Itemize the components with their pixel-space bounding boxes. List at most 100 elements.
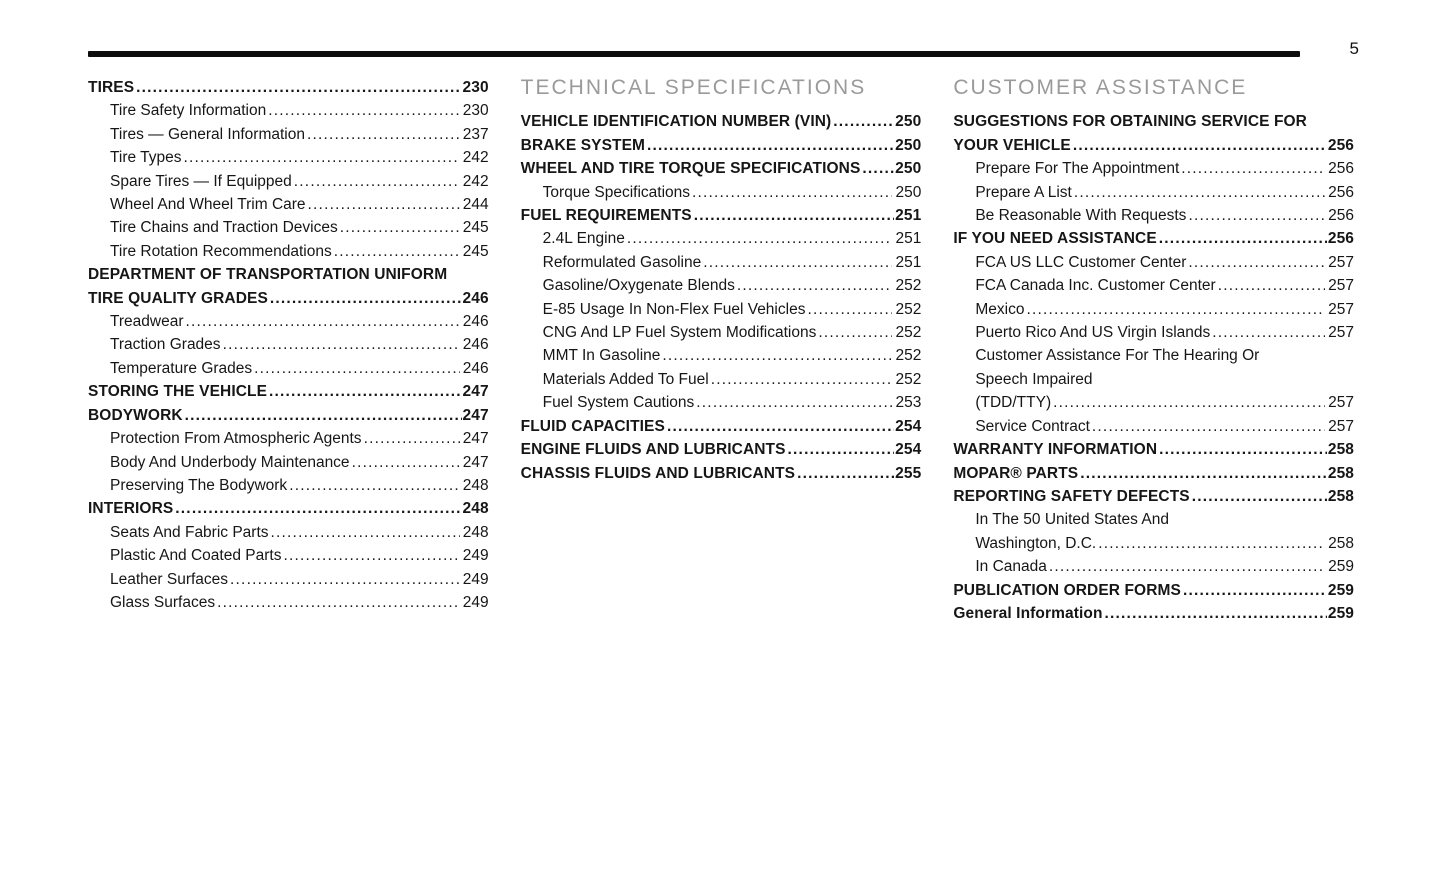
dot-leader bbox=[283, 544, 459, 567]
dot-leader bbox=[1159, 438, 1327, 461]
toc-entry: Tires — General Information 237 bbox=[88, 123, 489, 146]
toc-entry-label: Prepare A List bbox=[975, 183, 1072, 201]
toc-entry-page: 257 bbox=[1328, 394, 1355, 412]
toc-entry-line: INTERIORS 248 bbox=[88, 497, 489, 520]
dot-leader bbox=[217, 591, 460, 614]
toc-entry-page: 242 bbox=[462, 172, 489, 190]
toc-entry-label: FCA Canada Inc. Customer Center bbox=[975, 277, 1216, 295]
toc-entry: Treadwear 246 bbox=[88, 310, 489, 333]
dot-leader bbox=[711, 368, 893, 391]
toc-entry-line: General Information 259 bbox=[953, 602, 1354, 625]
toc-entry-line: Be Reasonable With Requests 256 bbox=[953, 204, 1354, 227]
toc-entry-page: 248 bbox=[462, 476, 489, 494]
toc-entry-page: 249 bbox=[462, 570, 489, 588]
dot-leader bbox=[352, 451, 460, 474]
dot-leader bbox=[862, 157, 894, 180]
toc-entry-label: 2.4L Engine bbox=[542, 230, 625, 248]
toc-entry-label: FLUID CAPACITIES bbox=[520, 417, 665, 435]
toc-entry-line: In Canada 259 bbox=[953, 555, 1354, 578]
toc-entry-page: 256 bbox=[1327, 136, 1355, 154]
dot-leader bbox=[186, 310, 460, 333]
toc-entry-line: Puerto Rico And US Virgin Islands 257 bbox=[953, 321, 1354, 344]
toc-entry: In The 50 United States And Washington, D… bbox=[953, 508, 1354, 555]
toc-columns: TIRES 230 Tire Safety Information 230 Tires … bbox=[88, 76, 1354, 625]
toc-entry-label: Tire Chains and Traction Devices bbox=[110, 219, 338, 237]
toc-entry-page: 248 bbox=[462, 500, 489, 518]
toc-entry-page: 256 bbox=[1327, 230, 1355, 248]
dot-leader bbox=[692, 181, 892, 204]
toc-entry-label: Reformulated Gasoline bbox=[542, 253, 702, 271]
toc-entry-line: WARRANTY INFORMATION 258 bbox=[953, 438, 1354, 461]
toc-entry-page: 248 bbox=[462, 523, 489, 541]
toc-entry-page: 257 bbox=[1328, 300, 1355, 318]
toc-entry-page: 257 bbox=[1328, 324, 1355, 342]
dot-leader bbox=[185, 404, 462, 427]
toc-entry-line: PUBLICATION ORDER FORMS 259 bbox=[953, 579, 1354, 602]
toc-entry-label: FCA US LLC Customer Center bbox=[975, 253, 1187, 271]
toc-entry: Tire Chains and Traction Devices 245 bbox=[88, 216, 489, 239]
dot-leader bbox=[289, 474, 460, 497]
toc-entry: Puerto Rico And US Virgin Islands 257 bbox=[953, 321, 1354, 344]
toc-entry-label: E-85 Usage In Non-Flex Fuel Vehicles bbox=[542, 300, 806, 318]
dot-leader bbox=[1188, 251, 1325, 274]
toc-entry-page: 256 bbox=[1328, 183, 1355, 201]
toc-entry-line: BRAKE SYSTEM 250 bbox=[521, 134, 922, 157]
toc-entry-page: 247 bbox=[462, 383, 489, 401]
toc-entry-label: TIRES bbox=[88, 79, 135, 96]
dot-leader bbox=[175, 497, 461, 520]
toc-entry-label: Washington, D.C. bbox=[975, 534, 1097, 552]
toc-entry-line: REPORTING SAFETY DEFECTS 258 bbox=[953, 485, 1354, 508]
toc-entry-line: Plastic And Coated Parts 249 bbox=[88, 544, 489, 567]
toc-entry-page: 258 bbox=[1328, 534, 1355, 552]
toc-entry: 2.4L Engine 251 bbox=[521, 227, 922, 250]
toc-entry-line: FUEL REQUIREMENTS 251 bbox=[521, 204, 922, 227]
toc-entry: Spare Tires — If Equipped 242 bbox=[88, 170, 489, 193]
toc-entry-page: 246 bbox=[462, 289, 489, 307]
toc-entry: Seats And Fabric Parts 248 bbox=[88, 521, 489, 544]
dot-leader bbox=[703, 251, 892, 274]
section-heading-customer-assistance: CUSTOMER ASSISTANCE bbox=[953, 76, 1248, 99]
toc-entry-page: 230 bbox=[462, 79, 489, 96]
toc-entry-label: ENGINE FLUIDS AND LUBRICANTS bbox=[520, 441, 786, 459]
dot-leader bbox=[1053, 391, 1325, 414]
toc-entry-label: Tire Safety Information bbox=[110, 102, 267, 120]
toc-entry-label: MMT In Gasoline bbox=[542, 347, 661, 365]
toc-entry-label: Prepare For The Appointment bbox=[975, 160, 1180, 178]
toc-entry-page: 247 bbox=[462, 453, 489, 471]
toc-entry-label: IF YOU NEED ASSISTANCE bbox=[953, 230, 1157, 248]
toc-entry-line: STORING THE VEHICLE 247 bbox=[88, 380, 489, 403]
toc-entry-label: Glass Surfaces bbox=[110, 593, 216, 611]
toc-entry-page: 253 bbox=[895, 394, 922, 412]
toc-entry-line: Gasoline/Oxygenate Blends 252 bbox=[521, 274, 922, 297]
toc-entry-label: VEHICLE IDENTIFICATION NUMBER (VIN) bbox=[520, 113, 832, 131]
toc-entry-page: 257 bbox=[1328, 253, 1355, 271]
toc-entry: Gasoline/Oxygenate Blends 252 bbox=[521, 274, 922, 297]
dot-leader bbox=[1026, 298, 1325, 321]
dot-leader bbox=[1212, 321, 1325, 344]
dot-leader bbox=[807, 298, 892, 321]
toc-entry-page: 259 bbox=[1327, 581, 1355, 599]
toc-entry-label: CHASSIS FLUIDS AND LUBRICANTS bbox=[520, 464, 796, 482]
toc-entry-label: Be Reasonable With Requests bbox=[975, 207, 1187, 225]
toc-entry-label: In The 50 United States And bbox=[975, 511, 1169, 529]
toc-entry-line: FLUID CAPACITIES 254 bbox=[521, 415, 922, 438]
toc-entry-line: MMT In Gasoline 252 bbox=[521, 344, 922, 367]
toc-entry-line: TIRES 230 bbox=[88, 76, 489, 99]
toc-entry-line: TIRE QUALITY GRADES 246 bbox=[88, 287, 489, 310]
toc-entry: Tire Safety Information 230 bbox=[88, 99, 489, 122]
toc-entry-page: 237 bbox=[462, 125, 489, 143]
toc-entry-label: Leather Surfaces bbox=[110, 570, 229, 588]
toc-entry-page: 252 bbox=[895, 324, 922, 342]
dot-leader bbox=[1073, 134, 1327, 157]
dot-leader bbox=[136, 76, 461, 99]
toc-entry: Leather Surfaces 249 bbox=[88, 568, 489, 591]
dot-leader bbox=[1192, 485, 1327, 508]
toc-entry-line: Tire Safety Information 230 bbox=[88, 99, 489, 122]
toc-entry-label: BRAKE SYSTEM bbox=[520, 136, 646, 154]
toc-entry: Wheel And Wheel Trim Care 244 bbox=[88, 193, 489, 216]
toc-entry-page: 252 bbox=[895, 370, 922, 388]
toc-entry-line: Customer Assistance For The Hearing Or bbox=[953, 344, 1354, 367]
toc-entry-page: 251 bbox=[895, 253, 922, 271]
toc-entry: ENGINE FLUIDS AND LUBRICANTS 254 bbox=[521, 438, 922, 461]
toc-entry-line: Body And Underbody Maintenance 247 bbox=[88, 451, 489, 474]
